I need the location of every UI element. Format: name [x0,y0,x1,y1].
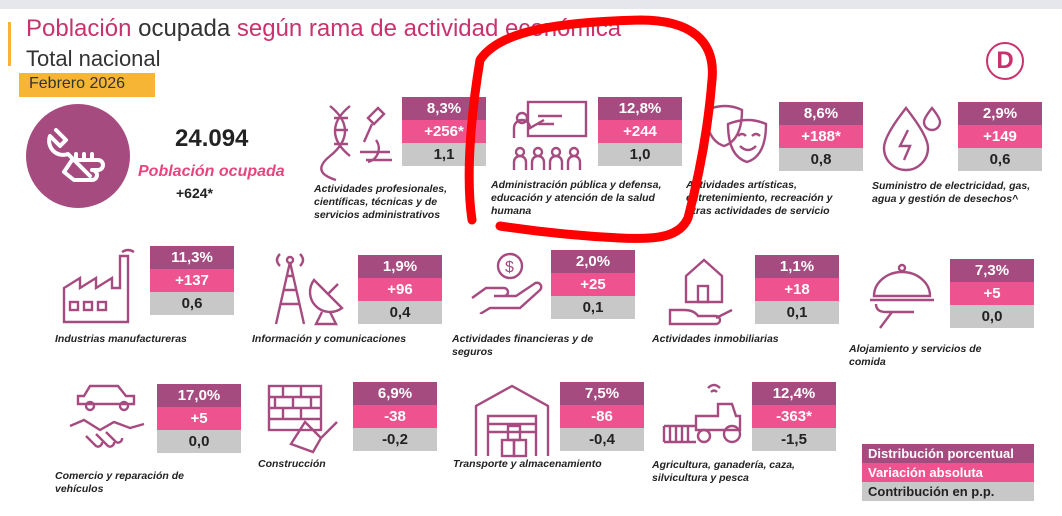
brick-trowel-icon [267,384,338,454]
distribution-value: 1,9% [358,255,442,278]
variation-value: -38 [353,405,437,428]
page-subtitle: Total nacional [26,46,161,71]
stat-block: 17,0% +5 0,0 [157,384,241,453]
distribution-value: 1,1% [755,255,839,278]
teacher-classroom-icon [512,100,588,170]
contribution-value: 0,6 [150,292,234,315]
contribution-value: 0,0 [157,430,241,453]
brand-logo: D [986,42,1024,80]
stat-block: 1,9% +96 0,4 [358,255,442,324]
distribution-value: 12,8% [598,97,682,120]
contribution-value: 0,1 [551,296,635,319]
date-badge: Febrero 2026 [19,73,155,97]
legend-distribution: Distribución porcentual [862,444,1034,463]
stat-block: 7,3% +5 0,0 [950,259,1034,328]
variation-value: -86 [560,405,644,428]
svg-text:$: $ [505,259,514,276]
sector-label: Comercio y reparación de vehículos [55,470,184,495]
legend-variation: Variación absoluta [862,463,1034,482]
sector-label: Agricultura, ganadería, caza, silvicultu… [652,459,795,484]
distribution-value: 6,9% [353,382,437,405]
stat-block: 8,3% +256* 1,1 [402,97,486,166]
stat-block: 6,9% -38 -0,2 [353,382,437,451]
wrench-fist-icon [26,104,130,208]
contribution-value: 1,0 [598,143,682,166]
sector-label: Alojamiento y servicios de comida [849,343,982,368]
variation-value: +5 [157,407,241,430]
total-employed-label: Población ocupada [138,163,285,180]
warehouse-icon [474,384,550,458]
total-employed-variation: +624* [176,185,213,201]
dna-microscope-icon [320,105,392,182]
distribution-value: 7,3% [950,259,1034,282]
variation-value: +18 [755,278,839,301]
variation-value: +244 [598,120,682,143]
stat-block: 2,0% +25 0,1 [551,250,635,319]
stat-block: 7,5% -86 -0,4 [560,382,644,451]
variation-value: +5 [950,282,1034,305]
factory-icon [62,248,135,324]
sector-label: Suministro de electricidad, gas, agua y … [872,180,1031,205]
sector-label: Administración pública y defensa, educac… [491,179,662,217]
theater-masks-icon [704,104,768,164]
hand-coin-icon: $ [471,252,543,314]
sector-label: Transporte y almacenamiento [453,458,602,470]
top-strip [0,0,1062,9]
legend-contribution: Contribución en p.p. [862,482,1034,501]
sector-label: Actividades financieras y de seguros [452,333,594,358]
house-hand-icon [668,258,733,326]
stat-block: 12,4% -363* -1,5 [752,382,836,451]
total-employed-value: 24.094 [175,125,249,152]
variation-value: -363* [752,405,836,428]
variation-value: +96 [358,278,442,301]
sector-label: Actividades inmobiliarias [652,333,779,345]
water-electricity-icon [882,106,942,172]
variation-value: +256* [402,120,486,143]
variation-value: +188* [779,125,863,148]
stat-block: 1,1% +18 0,1 [755,255,839,324]
distribution-value: 8,3% [402,97,486,120]
sector-label: Actividades artísticas, entretenimiento,… [686,179,833,217]
stat-block: 8,6% +188* 0,8 [779,102,863,171]
distribution-value: 11,3% [150,246,234,269]
sector-label: Información y comunicaciones [252,333,407,345]
car-handshake-icon [69,384,145,448]
contribution-value: -1,5 [752,428,836,451]
distribution-value: 2,0% [551,250,635,273]
sector-label: Construcción [258,458,326,470]
distribution-value: 2,9% [958,102,1042,125]
stat-block: 2,9% +149 0,6 [958,102,1042,171]
sector-label: Actividades profesionales, científicas, … [314,183,448,221]
contribution-value: 0,8 [779,148,863,171]
contribution-value: 0,4 [358,301,442,324]
contribution-value: 0,1 [755,301,839,324]
stat-block: 12,8% +244 1,0 [598,97,682,166]
distribution-value: 7,5% [560,382,644,405]
distribution-value: 8,6% [779,102,863,125]
distribution-value: 17,0% [157,384,241,407]
stat-block: 11,3% +137 0,6 [150,246,234,315]
variation-value: +137 [150,269,234,292]
distribution-value: 12,4% [752,382,836,405]
title-part-poblacion: Población [26,15,132,42]
food-cloche-icon [870,263,934,329]
antenna-satellite-icon [274,253,344,326]
sector-label: Industrias manufactureras [55,333,187,345]
variation-value: +25 [551,273,635,296]
title-accent-bar [8,22,11,66]
contribution-value: 0,6 [958,148,1042,171]
title-part-ocupada: ocupada [131,15,237,42]
tractor-field-icon [662,383,742,444]
variation-value: +149 [958,125,1042,148]
contribution-value: 0,0 [950,305,1034,328]
contribution-value: -0,4 [560,428,644,451]
contribution-value: -0,2 [353,428,437,451]
legend: Distribución porcentual Variación absolu… [862,444,1034,501]
